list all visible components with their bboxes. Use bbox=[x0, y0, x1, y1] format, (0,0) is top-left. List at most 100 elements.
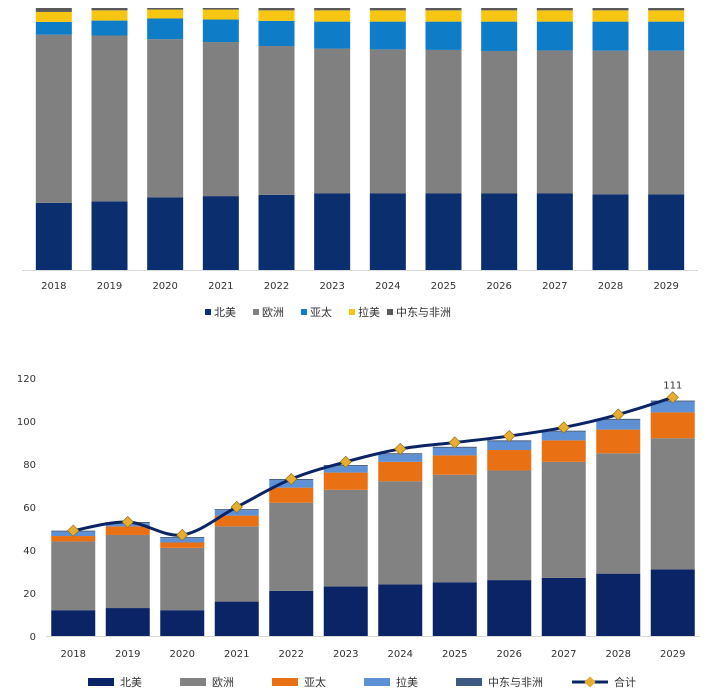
bar-top-north-america-2028 bbox=[593, 194, 629, 270]
bar-top-europe-2026 bbox=[481, 51, 517, 194]
y-tick-label: 120 bbox=[17, 374, 36, 385]
bar-bottom-europe-2027 bbox=[542, 462, 586, 578]
total-marker-2026 bbox=[504, 430, 515, 441]
x-tick-label: 2020 bbox=[152, 281, 177, 292]
bar-top-europe-2020 bbox=[147, 39, 183, 197]
bar-bottom-europe-2022 bbox=[269, 503, 313, 591]
legend-swatch-europe bbox=[253, 309, 259, 315]
bar-top-middle-east-africa-2023 bbox=[314, 8, 350, 10]
bar-top-middle-east-africa-2027 bbox=[537, 8, 573, 10]
bar-top-europe-2025 bbox=[426, 50, 462, 194]
bar-top-asia-pacific-2026 bbox=[481, 22, 517, 51]
x-tick-label: 2027 bbox=[542, 281, 567, 292]
bar-bottom-latin-america-2025 bbox=[433, 448, 477, 456]
bar-bottom-europe-2029 bbox=[651, 438, 695, 569]
legend-swatch-middle-east-africa bbox=[456, 678, 482, 686]
bar-bottom-latin-america-2028 bbox=[596, 420, 640, 430]
bar-bottom-latin-america-2026 bbox=[487, 441, 531, 450]
bar-top-north-america-2024 bbox=[370, 193, 406, 270]
bar-bottom-europe-2025 bbox=[433, 475, 477, 583]
bar-top-latin-america-2028 bbox=[593, 10, 629, 21]
x-tick-label: 2026 bbox=[486, 281, 511, 292]
legend-swatch-latin-america bbox=[349, 309, 355, 315]
x-tick-label: 2021 bbox=[208, 281, 233, 292]
legend-label-latin-america: 拉美 bbox=[358, 305, 380, 319]
legend-label-europe: 欧洲 bbox=[262, 306, 284, 319]
bar-top-north-america-2019 bbox=[92, 201, 128, 270]
bar-bottom-north-america-2018 bbox=[51, 610, 95, 636]
bar-top-europe-2021 bbox=[203, 42, 239, 196]
total-marker-2024 bbox=[395, 443, 406, 454]
bar-top-latin-america-2029 bbox=[648, 10, 684, 21]
x-tick-label: 2023 bbox=[333, 649, 358, 660]
bar-top-north-america-2026 bbox=[481, 193, 517, 270]
x-tick-label: 2027 bbox=[551, 649, 576, 660]
x-tick-label: 2019 bbox=[97, 281, 122, 292]
bar-bottom-north-america-2026 bbox=[487, 580, 531, 636]
legend-label-north-america: 北美 bbox=[214, 306, 236, 319]
y-tick-label: 80 bbox=[23, 460, 36, 471]
legend-label-middle-east-africa: 中东与非洲 bbox=[488, 676, 543, 689]
bar-bottom-europe-2021 bbox=[215, 526, 259, 601]
market-size-stacked-chart: 0 20 40 60 80 100 120 2018 2019 2020 2021 2022 2023 2… bbox=[17, 374, 700, 660]
legend-label-total: 合计 bbox=[614, 675, 636, 689]
bar-bottom-europe-2019 bbox=[106, 535, 150, 608]
bar-top-asia-pacific-2018 bbox=[36, 22, 72, 35]
bar-top-middle-east-africa-2022 bbox=[259, 8, 295, 10]
bar-bottom-asia-pacific-2020 bbox=[160, 542, 204, 547]
bar-top-latin-america-2025 bbox=[426, 10, 462, 21]
bar-top-middle-east-africa-2021 bbox=[203, 8, 239, 10]
bar-top-latin-america-2022 bbox=[259, 10, 295, 20]
y-tick-label: 40 bbox=[23, 546, 36, 557]
legend-swatch-middle-east-africa bbox=[387, 309, 393, 315]
bar-top-europe-2018 bbox=[36, 35, 72, 203]
legend-label-latin-america: 拉美 bbox=[396, 675, 418, 689]
bar-top-asia-pacific-2023 bbox=[314, 22, 350, 49]
x-tick-label: 2023 bbox=[319, 281, 344, 292]
legend-label-middle-east-africa: 中东与非洲 bbox=[396, 306, 451, 319]
bar-bottom-asia-pacific-2023 bbox=[324, 473, 368, 490]
bar-top-latin-america-2026 bbox=[481, 10, 517, 21]
bar-top-europe-2019 bbox=[92, 36, 128, 202]
bar-bottom-north-america-2029 bbox=[651, 569, 695, 636]
total-data-label: 111 bbox=[663, 380, 682, 391]
bar-top-europe-2023 bbox=[314, 49, 350, 194]
bar-top-europe-2027 bbox=[537, 50, 573, 193]
bar-top-north-america-2029 bbox=[648, 194, 684, 270]
x-tick-label: 2018 bbox=[61, 649, 86, 660]
legend-swatch-latin-america bbox=[364, 678, 390, 686]
bar-bottom-north-america-2022 bbox=[269, 591, 313, 636]
x-tick-label: 2022 bbox=[279, 649, 304, 660]
x-tick-label: 2029 bbox=[653, 281, 678, 292]
legend-label-asia-pacific: 亚太 bbox=[310, 306, 332, 319]
y-tick-label: 0 bbox=[30, 632, 36, 643]
bar-top-north-america-2020 bbox=[147, 197, 183, 270]
bar-bottom-asia-pacific-2027 bbox=[542, 440, 586, 462]
bar-bottom-asia-pacific-2026 bbox=[487, 450, 531, 470]
x-tick-label: 2024 bbox=[388, 649, 413, 660]
bar-bottom-europe-2023 bbox=[324, 490, 368, 587]
bar-top-middle-east-africa-2025 bbox=[426, 8, 462, 10]
bar-bottom-europe-2020 bbox=[160, 548, 204, 610]
legend-swatch-north-america bbox=[205, 309, 211, 315]
legend-label-asia-pacific: 亚太 bbox=[304, 676, 326, 689]
bar-top-middle-east-africa-2026 bbox=[481, 8, 517, 10]
bar-top-latin-america-2020 bbox=[147, 10, 183, 19]
bar-bottom-north-america-2023 bbox=[324, 587, 368, 636]
bottom-chart-legend: 北美 欧洲 亚太 拉美 中东与非洲 合计 bbox=[88, 675, 636, 689]
bar-top-europe-2028 bbox=[593, 51, 629, 195]
x-tick-label: 2020 bbox=[170, 649, 195, 660]
x-tick-label: 2029 bbox=[660, 649, 685, 660]
x-tick-label: 2018 bbox=[41, 281, 66, 292]
bar-top-latin-america-2024 bbox=[370, 10, 406, 21]
legend-swatch-europe bbox=[180, 678, 206, 686]
bar-top-asia-pacific-2021 bbox=[203, 20, 239, 43]
legend-swatch-asia-pacific bbox=[272, 678, 298, 686]
bar-top-north-america-2025 bbox=[426, 193, 462, 270]
bar-bottom-asia-pacific-2018 bbox=[51, 536, 95, 541]
bar-top-middle-east-africa-2024 bbox=[370, 8, 406, 10]
bar-top-north-america-2021 bbox=[203, 196, 239, 270]
bar-top-middle-east-africa-2028 bbox=[593, 8, 629, 10]
bar-top-latin-america-2019 bbox=[92, 10, 128, 20]
bar-bottom-north-america-2027 bbox=[542, 578, 586, 636]
